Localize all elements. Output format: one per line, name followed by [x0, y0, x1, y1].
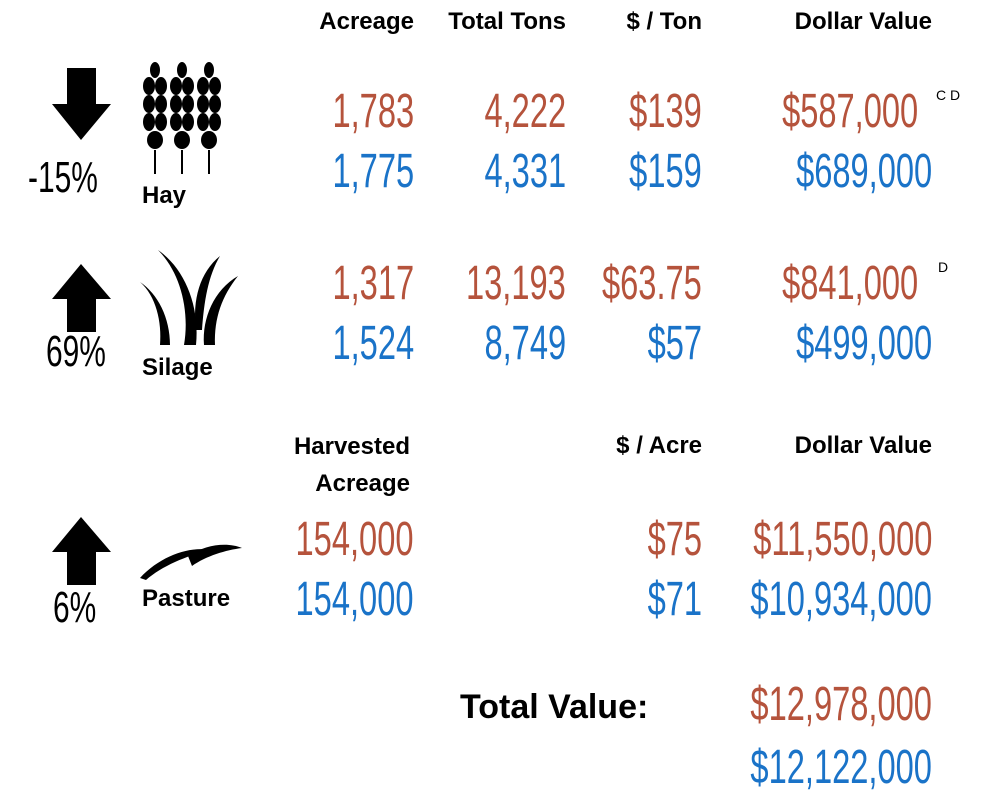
value: 1,524: [332, 317, 414, 370]
column-header: $ / Ton: [626, 8, 702, 35]
pasture-icon: [140, 544, 242, 580]
column-header: Dollar Value: [794, 432, 932, 459]
value: 1,783: [332, 85, 414, 138]
value: 4,331: [484, 145, 566, 198]
wheat-icon: [143, 61, 222, 175]
up-arrow: [52, 264, 111, 332]
crop-label: Hay: [142, 182, 187, 209]
change-label: 69%: [46, 327, 106, 376]
value: $11,550,000: [752, 513, 932, 566]
value: 154,000: [296, 513, 414, 566]
crop-label: Silage: [142, 354, 213, 381]
column-header: Harvested Acreage: [293, 433, 410, 497]
value: $71: [647, 573, 702, 626]
value: $587,000: [781, 85, 918, 138]
value: $841,000: [781, 257, 918, 310]
value: $139: [629, 85, 702, 138]
value: $499,000: [795, 317, 932, 370]
column-header: Dollar Value: [794, 8, 932, 35]
column-header: Total Tons: [448, 8, 566, 35]
value: $159: [629, 145, 702, 198]
value: 8,749: [484, 317, 566, 370]
crop-label: Pasture: [142, 585, 231, 612]
change-label: -15%: [28, 153, 98, 202]
value: 13,193: [466, 257, 566, 310]
value: $75: [647, 513, 702, 566]
total-value: $12,122,000: [750, 741, 932, 794]
value: 1,317: [332, 257, 414, 310]
footnote: D: [938, 259, 949, 275]
down-arrow: [52, 68, 111, 140]
column-header: Acreage: [319, 8, 414, 35]
column-header: $ / Acre: [616, 432, 702, 459]
grass-icon: [140, 250, 238, 345]
value: 1,775: [332, 145, 414, 198]
value: 4,222: [484, 85, 566, 138]
value: $57: [647, 317, 702, 370]
value: 154,000: [296, 573, 414, 626]
total-value: $12,978,000: [750, 678, 932, 731]
value: $10,934,000: [750, 573, 932, 626]
value: $63.75: [602, 257, 702, 310]
change-label: 6%: [53, 583, 97, 632]
total-label: Total Value:: [460, 688, 649, 726]
footnote: C D: [936, 87, 961, 103]
value: $689,000: [795, 145, 932, 198]
up-arrow: [52, 517, 111, 585]
